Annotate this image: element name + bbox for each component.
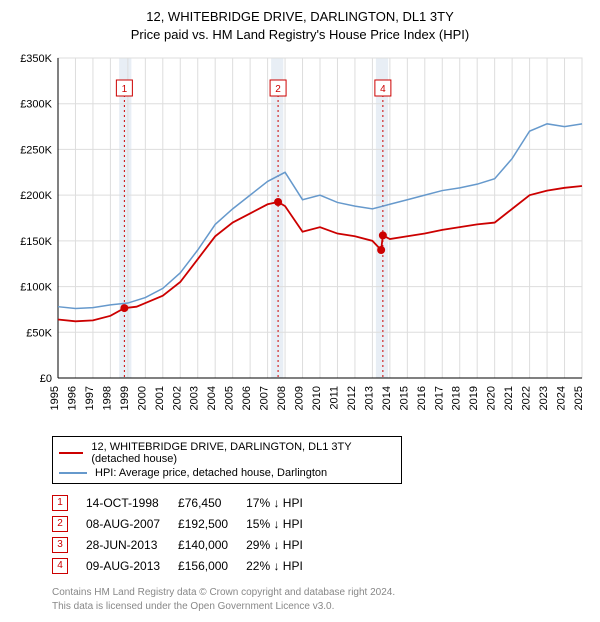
svg-text:2022: 2022 [521, 386, 533, 410]
table-row: 4 09-AUG-2013£156,00022% ↓ HPI [52, 555, 321, 576]
svg-text:2002: 2002 [171, 386, 183, 410]
svg-text:2008: 2008 [276, 386, 288, 410]
svg-text:2016: 2016 [416, 386, 428, 410]
sale-price: £156,000 [178, 555, 246, 576]
legend: 12, WHITEBRIDGE DRIVE, DARLINGTON, DL1 3… [52, 436, 402, 484]
chart-title-2: Price paid vs. HM Land Registry's House … [10, 26, 590, 44]
sale-price: £140,000 [178, 534, 246, 555]
legend-swatch [59, 472, 87, 474]
svg-text:2010: 2010 [311, 386, 323, 410]
sale-marker: 3 [52, 537, 68, 553]
sale-delta: 17% ↓ HPI [246, 492, 321, 513]
svg-text:£250K: £250K [20, 145, 52, 157]
svg-text:£100K: £100K [20, 282, 52, 294]
svg-text:2005: 2005 [224, 386, 236, 410]
svg-text:2013: 2013 [363, 386, 375, 410]
svg-text:1: 1 [122, 84, 128, 95]
svg-text:£200K: £200K [20, 191, 52, 203]
sale-marker: 1 [52, 495, 68, 511]
chart-title-1: 12, WHITEBRIDGE DRIVE, DARLINGTON, DL1 3… [10, 8, 590, 26]
footer-attribution: Contains HM Land Registry data © Crown c… [52, 586, 590, 614]
svg-text:2003: 2003 [189, 386, 201, 410]
sale-date: 28-JUN-2013 [86, 534, 178, 555]
svg-text:1996: 1996 [66, 386, 78, 410]
svg-text:1997: 1997 [84, 386, 96, 410]
svg-text:2014: 2014 [381, 386, 393, 410]
svg-text:2023: 2023 [538, 386, 550, 410]
sale-date: 08-AUG-2007 [86, 513, 178, 534]
legend-label: HPI: Average price, detached house, Darl… [95, 467, 327, 479]
sale-date: 14-OCT-1998 [86, 492, 178, 513]
svg-text:2012: 2012 [346, 386, 358, 410]
sale-delta: 29% ↓ HPI [246, 534, 321, 555]
svg-text:2006: 2006 [241, 386, 253, 410]
sale-price: £192,500 [178, 513, 246, 534]
table-row: 3 28-JUN-2013£140,00029% ↓ HPI [52, 534, 321, 555]
sale-marker: 4 [52, 558, 68, 574]
sale-date: 09-AUG-2013 [86, 555, 178, 576]
svg-text:1995: 1995 [49, 386, 61, 410]
svg-text:2001: 2001 [154, 386, 166, 410]
svg-text:2020: 2020 [486, 386, 498, 410]
legend-swatch [59, 452, 83, 454]
svg-text:2015: 2015 [398, 386, 410, 410]
legend-label: 12, WHITEBRIDGE DRIVE, DARLINGTON, DL1 3… [91, 441, 395, 465]
legend-item: 12, WHITEBRIDGE DRIVE, DARLINGTON, DL1 3… [59, 440, 395, 466]
legend-item: HPI: Average price, detached house, Darl… [59, 466, 395, 480]
svg-text:2009: 2009 [294, 386, 306, 410]
svg-text:2019: 2019 [468, 386, 480, 410]
svg-text:2017: 2017 [433, 386, 445, 410]
sale-delta: 15% ↓ HPI [246, 513, 321, 534]
price-chart: £0 £50K £100K £150K £200K £250K £300K £350K 1995… [10, 50, 590, 430]
sale-delta: 22% ↓ HPI [246, 555, 321, 576]
sale-marker: 2 [52, 516, 68, 532]
svg-text:2021: 2021 [503, 386, 515, 410]
svg-text:£0: £0 [40, 373, 52, 385]
table-row: 1 14-OCT-1998£76,45017% ↓ HPI [52, 492, 321, 513]
svg-text:2011: 2011 [328, 386, 340, 410]
svg-text:2018: 2018 [451, 386, 463, 410]
svg-text:£300K: £300K [20, 99, 52, 111]
svg-text:4: 4 [380, 84, 386, 95]
svg-text:£50K: £50K [26, 328, 52, 340]
sales-table: 1 14-OCT-1998£76,45017% ↓ HPI 2 08-AUG-2007… [52, 492, 321, 576]
svg-text:£150K: £150K [20, 236, 52, 248]
svg-text:1999: 1999 [119, 386, 131, 410]
svg-text:1998: 1998 [101, 386, 113, 410]
svg-text:2007: 2007 [259, 386, 271, 410]
svg-text:£350K: £350K [20, 53, 52, 65]
svg-text:2: 2 [275, 84, 281, 95]
svg-text:2004: 2004 [206, 386, 218, 410]
svg-text:2000: 2000 [136, 386, 148, 410]
table-row: 2 08-AUG-2007£192,50015% ↓ HPI [52, 513, 321, 534]
sale-price: £76,450 [178, 492, 246, 513]
svg-text:2025: 2025 [573, 386, 585, 410]
svg-text:2024: 2024 [556, 386, 568, 410]
